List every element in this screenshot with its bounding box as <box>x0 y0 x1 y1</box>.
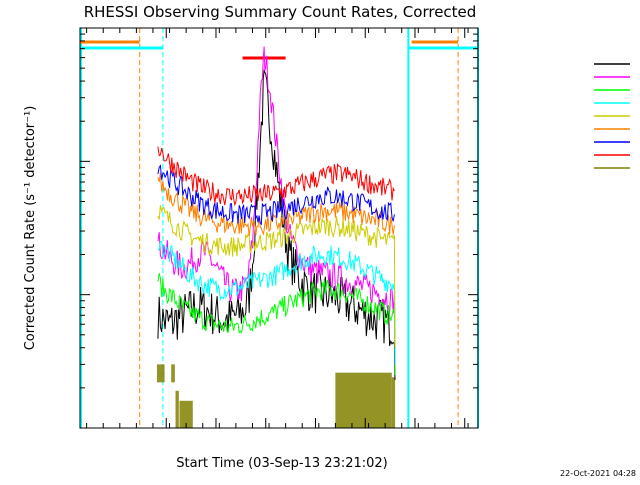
chart-title: RHESSI Observing Summary Count Rates, Co… <box>84 3 477 21</box>
series-line-1 <box>157 46 396 375</box>
series-line-7 <box>157 146 395 207</box>
series-line-4 <box>157 205 396 348</box>
series-line-2 <box>157 273 396 375</box>
series-line-6 <box>157 164 395 226</box>
olive-band-block-5 <box>391 377 396 428</box>
olive-band-block-2 <box>175 390 179 428</box>
y-axis-label: Corrected Count Rate (s⁻¹ detector⁻¹) <box>23 106 38 351</box>
footer-date: 22-Oct-2021 04:28 <box>560 469 636 478</box>
series-line-3 <box>157 240 396 365</box>
plot-layer <box>80 28 479 428</box>
olive-band-block-3 <box>179 400 193 428</box>
plot-frame <box>79 27 479 429</box>
olive-band-block-0 <box>156 364 165 383</box>
axes-layer <box>79 27 479 429</box>
x-axis-label: Start Time (03-Sep-13 23:21:02) <box>176 456 387 471</box>
olive-band-block-1 <box>171 364 175 383</box>
olive-band-block-4 <box>335 372 392 428</box>
series-line-5 <box>157 172 395 237</box>
legend <box>594 63 630 169</box>
